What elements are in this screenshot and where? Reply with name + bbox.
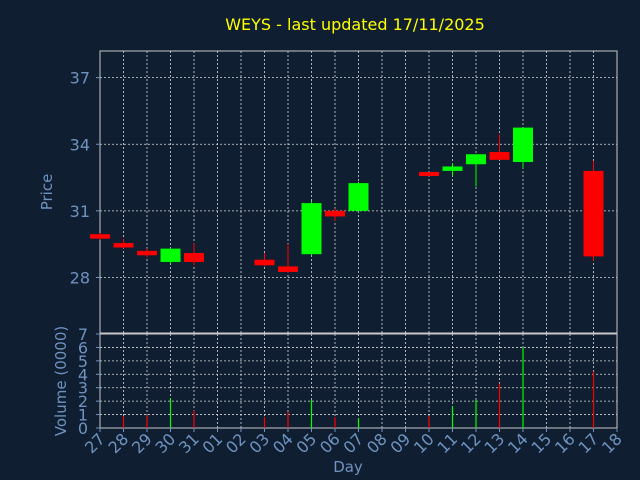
- candle-body: [113, 243, 134, 248]
- candle: [419, 172, 439, 177]
- volume-panel-frame: [99, 333, 618, 429]
- candle: [513, 127, 533, 169]
- candle-body: [254, 259, 275, 266]
- candle: [254, 253, 275, 267]
- candle: [466, 154, 486, 187]
- price-axis: 28 31 34 37: [70, 69, 100, 287]
- candle-body: [90, 234, 110, 239]
- volume-tick-label: 4: [78, 365, 88, 384]
- candle-body: [301, 203, 322, 255]
- volume-tick-label: 3: [78, 379, 88, 398]
- candle: [583, 160, 604, 261]
- volume-axis-label: Volume (0000): [52, 326, 70, 436]
- candle-body: [419, 172, 439, 177]
- volume-tick-label: 0: [78, 419, 88, 438]
- candle-body: [513, 127, 533, 163]
- candle: [278, 244, 298, 274]
- candle: [137, 248, 157, 258]
- price-axis-label: Price: [38, 174, 56, 211]
- x-axis-label: Day: [333, 458, 363, 476]
- candle-body: [160, 248, 181, 262]
- volume-bars: [122, 347, 595, 428]
- price-panel-frame: [99, 50, 618, 334]
- volume-tick-label: 6: [78, 338, 88, 357]
- price-tick-label: 28: [70, 268, 90, 287]
- candle-body: [348, 183, 369, 211]
- candle: [489, 134, 510, 160]
- candle-body: [489, 152, 510, 160]
- candle: [113, 238, 134, 249]
- candle-body: [278, 266, 298, 272]
- candles: [90, 127, 604, 274]
- candle: [160, 248, 181, 265]
- candle-body: [137, 250, 157, 256]
- volume-tick-label: 5: [78, 352, 88, 371]
- candle: [348, 182, 369, 212]
- x-tick-label: 18: [598, 429, 626, 457]
- candle-body: [325, 210, 345, 217]
- price-tick-label: 34: [70, 135, 90, 154]
- candle: [325, 208, 345, 221]
- volume-tick-label: 1: [78, 406, 88, 425]
- volume-tick-label: 2: [78, 392, 88, 411]
- volume-tick-label: 7: [78, 325, 88, 344]
- candle: [90, 233, 110, 240]
- price-grid: [99, 51, 618, 333]
- candle-body: [442, 166, 463, 171]
- price-tick-label: 31: [70, 202, 90, 221]
- candle-body: [583, 170, 604, 257]
- candle: [301, 200, 322, 256]
- chart-title: WEYS - last updated 17/11/2025: [225, 15, 485, 34]
- candle: [442, 163, 463, 177]
- candle-body: [184, 253, 204, 262]
- candle: [184, 243, 204, 266]
- volume-grid: [99, 334, 618, 428]
- x-axis: 2728293031010203040506070809101112131415…: [81, 428, 626, 457]
- candle-body: [466, 154, 486, 165]
- price-tick-label: 37: [70, 69, 90, 88]
